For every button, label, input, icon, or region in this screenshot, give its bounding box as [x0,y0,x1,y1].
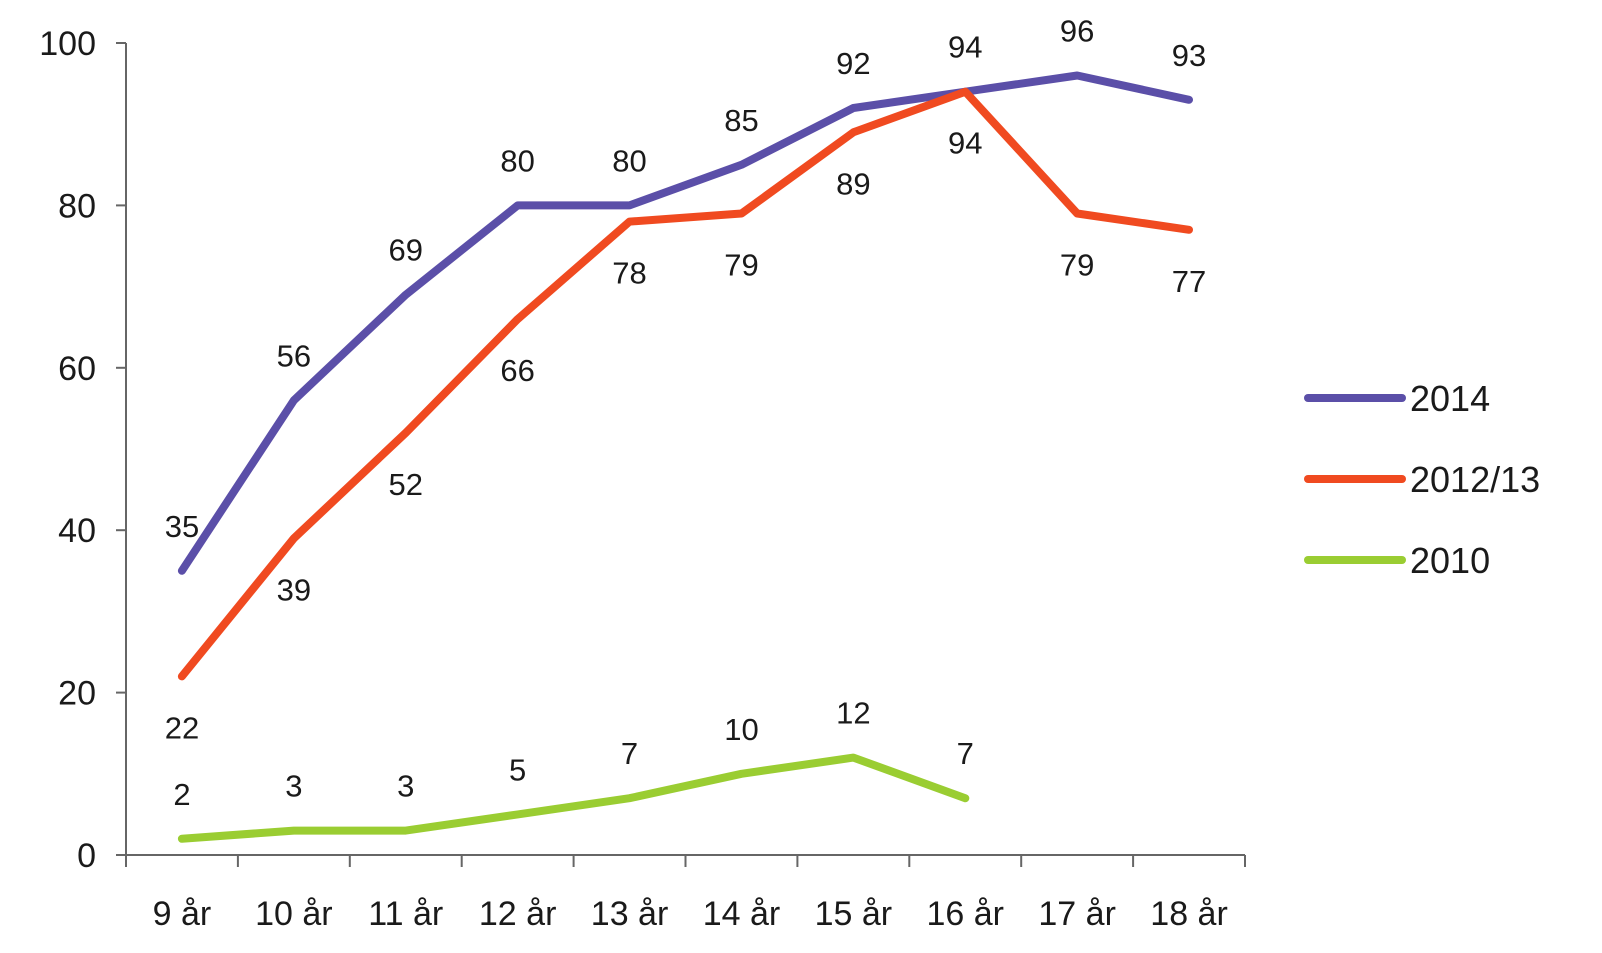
series-line-1 [177,87,1193,681]
legend-item: 2010 [1304,540,1490,581]
x-tick-label: 11 år [368,895,443,933]
data-label: 79 [724,248,758,283]
legend-label: 2012/13 [1410,459,1540,500]
data-label: 66 [500,353,534,388]
x-tick-label: 18 år [1150,895,1228,933]
series-line-0 [177,71,1193,575]
legend: 2014 2012/13 2010 [1304,378,1540,581]
x-tick-label: 14 år [703,895,781,933]
y-ticks: 0 20 40 60 80 100 [39,25,126,875]
y-tick-label: 100 [39,25,96,63]
data-label: 94 [948,30,982,65]
y-tick-label: 20 [58,675,96,713]
data-label: 12 [836,696,870,731]
x-tick-label: 12 år [479,895,557,933]
data-label: 10 [724,712,758,747]
data-label: 93 [1172,38,1206,73]
data-label: 35 [165,509,199,544]
x-tick-label: 16 år [927,895,1005,933]
y-tick-label: 40 [58,512,96,550]
data-label: 69 [389,233,423,268]
data-label: 3 [285,769,302,804]
data-label: 78 [612,256,646,291]
data-label: 77 [1172,264,1206,299]
data-label: 3 [397,769,414,804]
data-label: 89 [836,166,870,201]
data-label: 80 [612,143,646,178]
data-label: 5 [509,752,526,787]
y-tick-label: 60 [58,350,96,388]
y-tick-label: 0 [77,837,96,875]
data-label: 92 [836,46,870,81]
data-label: 52 [389,467,423,502]
y-tick-label: 80 [58,187,96,225]
data-label: 94 [948,126,982,161]
x-tick-label: 9 år [153,895,212,933]
data-label: 96 [1060,13,1094,48]
series-lines [177,71,1193,843]
data-label: 2 [173,777,190,812]
axes [125,43,1245,856]
data-label: 7 [621,736,638,771]
data-label: 80 [500,143,534,178]
data-label: 85 [724,103,758,138]
data-label: 79 [1060,248,1094,283]
series-line-2 [177,753,970,843]
data-label: 22 [165,710,199,745]
legend-label: 2014 [1410,378,1490,419]
data-label: 39 [277,572,311,607]
x-tick-label: 13 år [591,895,669,933]
x-tick-label: 15 år [815,895,893,933]
data-label: 7 [957,736,974,771]
data-label: 56 [277,338,311,373]
x-ticks: 9 år 10 år 11 år 12 år 13 år 14 år 15 år 16 år 1… [125,855,1246,933]
x-tick-label: 17 år [1038,895,1116,933]
legend-item: 2014 [1304,378,1490,419]
legend-item: 2012/13 [1304,459,1540,500]
x-tick-label: 10 år [255,895,333,933]
legend-label: 2010 [1410,540,1490,581]
